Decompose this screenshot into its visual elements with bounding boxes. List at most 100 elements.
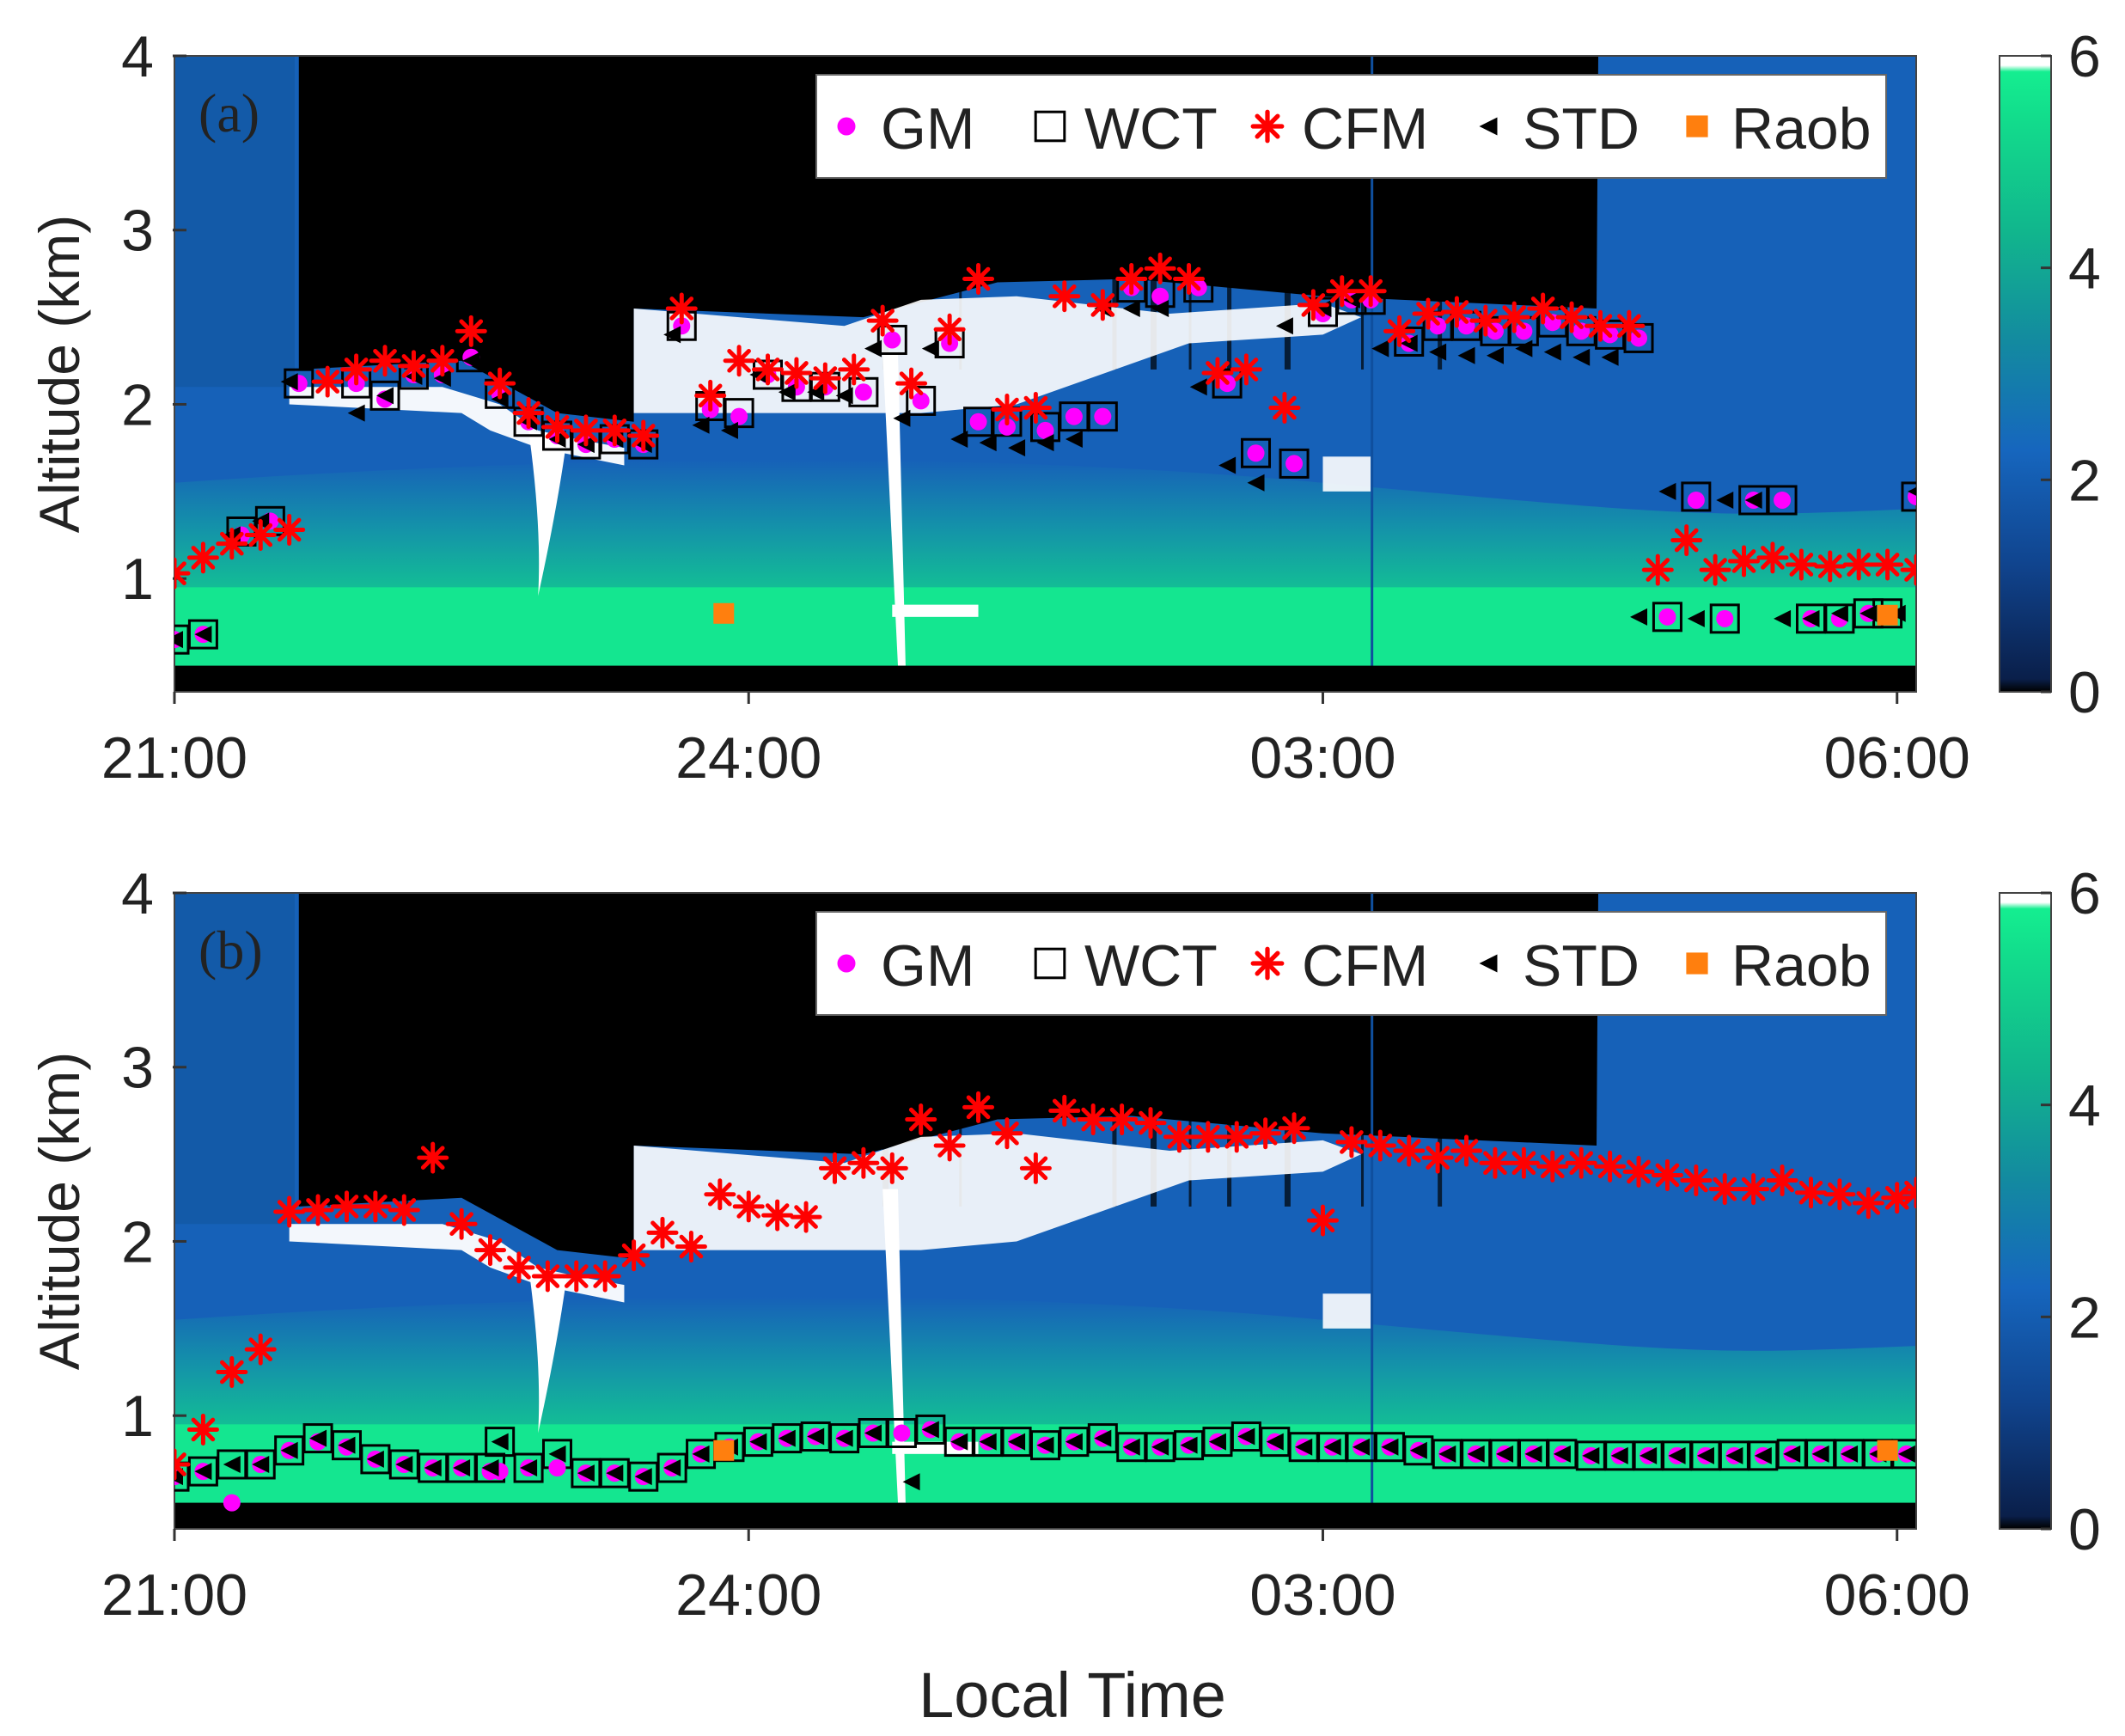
point-cfm [1173,263,1206,296]
point-wct [1681,481,1712,512]
point-std [1438,1445,1456,1463]
panel-a: 1 2 3 4 21:00 24:00 03:00 06:00 Altitude (km) (a)… [27,24,2101,791]
point-cfm [388,1194,420,1226]
point-wct [1279,448,1310,479]
point-gm [1285,455,1304,473]
cloud-layer-mid [633,1133,1362,1250]
point-cfm [455,315,487,347]
point-wct [1394,326,1425,357]
legend-label-cfm: CFM [1302,96,1428,162]
point-cfm [186,1413,219,1446]
point-std [606,1464,624,1482]
point-gm [1151,287,1169,305]
point-std [979,1433,997,1451]
legend-marker-gm [837,954,856,973]
point-std [1429,343,1447,361]
point-std [979,434,997,452]
y-axis-label: Altitude (km) [27,1052,91,1370]
point-std [1266,1433,1284,1451]
point-cfm [1565,1146,1597,1179]
point-cfm [962,263,995,296]
point-std [194,626,212,644]
point-wct [369,380,400,411]
point-cfm [340,353,373,386]
point-cfm [704,1178,736,1211]
series-raob [713,1440,1898,1461]
point-wct [1767,485,1798,516]
point-std [1716,491,1734,509]
point-std [1640,1446,1658,1464]
point-cfm [1756,541,1789,574]
ground-strip [174,665,1916,692]
point-std [1122,1438,1140,1456]
point-cfm [752,353,785,386]
axes: 1 2 3 4 21:00 24:00 03:00 06:00 Altitude (km) (b) [27,861,1970,1628]
point-cfm [818,1152,851,1184]
point-std [663,1459,681,1477]
point-std [807,1427,825,1446]
signal-streak [404,1110,409,1207]
point-cfm [1220,1121,1253,1153]
data-markers [174,1091,1916,1512]
colorbar-gradient [1999,55,2052,693]
point-cfm [1680,1164,1713,1197]
point-cfm [186,541,219,574]
point-cfm [1335,1126,1368,1158]
point-std [720,421,738,439]
point-gm [998,418,1016,436]
point-cfm [809,362,841,394]
point-std [1151,299,1169,317]
signal-streak [327,1110,331,1207]
point-cfm [369,345,401,377]
point-cfm [723,345,755,377]
point-std [424,1459,442,1477]
signal-streak [1361,273,1365,370]
point-cfm [484,367,516,400]
point-cfm [174,1448,191,1481]
legend: GM WCT CFM STD Raob [815,74,1887,179]
point-wct [1709,603,1740,634]
point-cfm [732,1190,765,1223]
point-cfm [1326,275,1359,308]
cloud-fall-streak [882,351,906,666]
point-std [1275,317,1293,335]
legend-label-cfm: CFM [1302,933,1428,999]
point-std [376,387,394,405]
legend-marker-cfm [1250,109,1285,144]
point-std [1371,339,1389,358]
point-gm [1687,491,1705,509]
point-cfm [445,1207,478,1240]
point-cfm [1766,1164,1798,1197]
point-std [1122,299,1140,317]
point-std [1400,334,1418,352]
point-std [1610,1446,1628,1464]
point-cfm [1881,1182,1914,1214]
series-cfm [174,252,1916,590]
point-std [1467,1445,1485,1463]
point-cfm [1268,392,1301,425]
point-cfm [273,1195,306,1228]
point-cfm [359,1190,392,1223]
point-cfm [216,1356,248,1389]
colorbar-tick-label: 4 [2068,1073,2101,1139]
surface-green-band [174,587,1916,666]
signal-streak [404,273,409,370]
point-cfm [1785,548,1817,581]
point-std [1859,604,1878,622]
point-std [1218,456,1237,474]
legend-marker-cfm [1250,946,1285,981]
cloud-layer-mid [633,296,1362,413]
point-cfm [1019,392,1052,425]
point-cfm [1872,548,1904,581]
panel-label: (a) [198,83,260,144]
point-gm [223,1494,241,1512]
point-gm [1094,407,1112,425]
point-std [1486,346,1504,364]
point-cfm [866,304,899,337]
legend-marker-std [1479,954,1498,973]
point-cfm [1249,1117,1282,1150]
signal-streak [1361,1110,1365,1207]
cloud-fragment [1322,456,1371,492]
point-std [634,1468,652,1486]
